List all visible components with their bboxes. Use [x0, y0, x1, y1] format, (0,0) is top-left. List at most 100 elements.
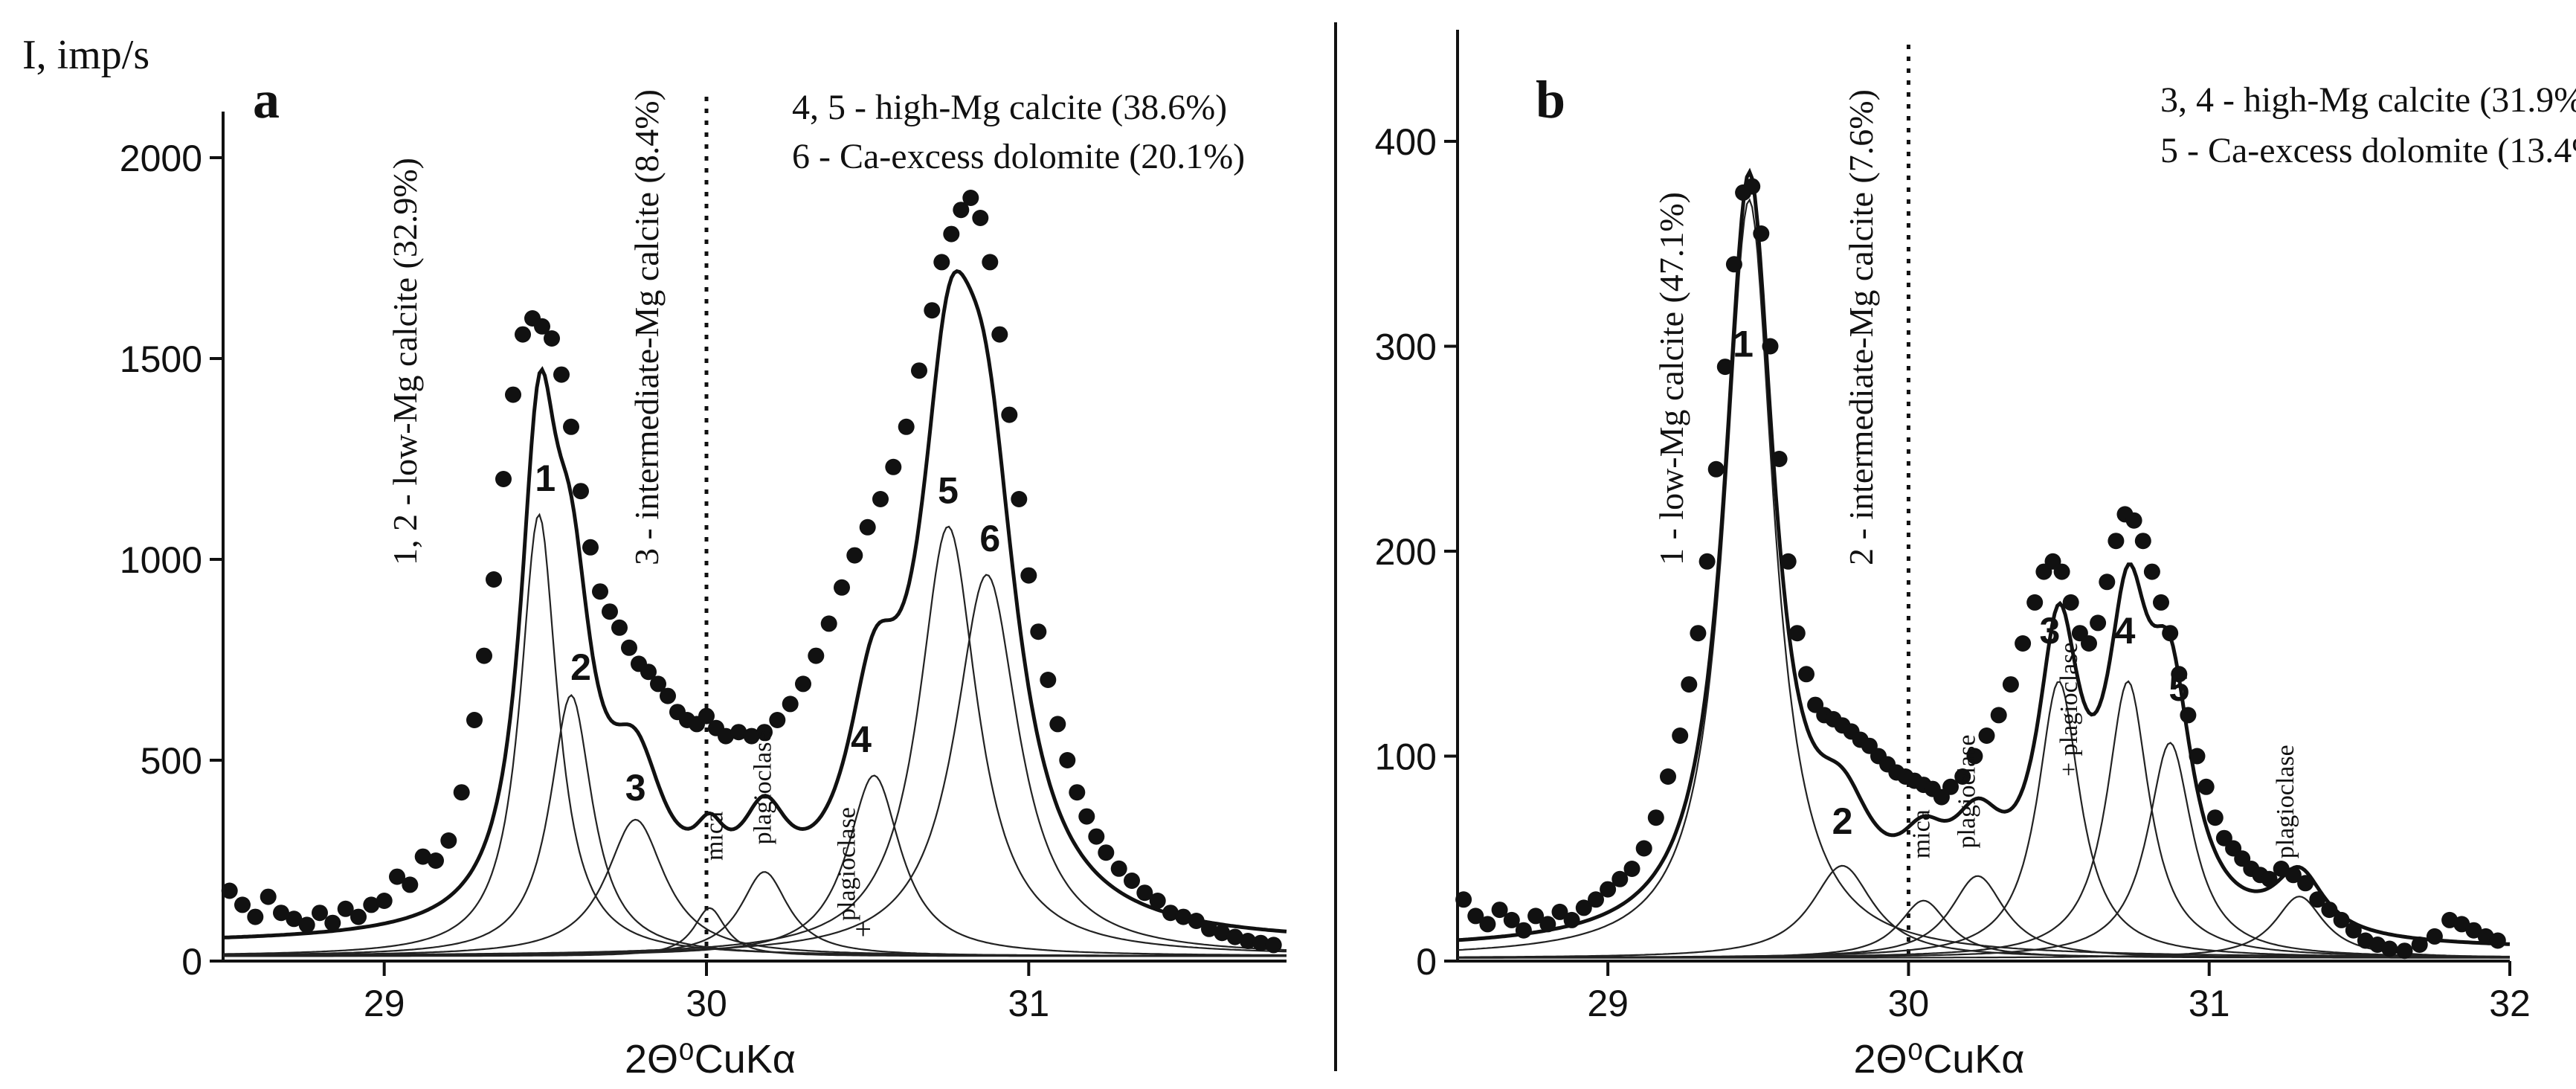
data-point [2143, 563, 2160, 580]
y-tick-label: 1000 [120, 539, 202, 581]
x-tick-label: 30 [686, 983, 727, 1024]
phase-label: + [854, 912, 872, 945]
data-point [718, 727, 734, 745]
data-point [1588, 891, 1604, 908]
data-point [2333, 911, 2350, 928]
data-point [505, 386, 521, 403]
x-axis-title: 2Θ⁰CuKα [625, 1037, 796, 1082]
data-point [2206, 809, 2224, 826]
data-point [885, 458, 902, 475]
data-point [911, 362, 927, 379]
data-point [756, 724, 773, 741]
data-point [1467, 908, 1484, 925]
phase-label: plagioclase [1953, 735, 1980, 849]
data-point [1252, 934, 1269, 951]
data-point [924, 302, 941, 319]
data-point [1978, 727, 1995, 744]
data-point [650, 675, 666, 693]
data-point [544, 330, 560, 347]
data-point [698, 707, 715, 725]
peak-number-label: 4 [851, 719, 872, 760]
data-point [962, 190, 979, 206]
data-point [312, 905, 328, 922]
data-point [1011, 491, 1028, 507]
peak-curve-6 [223, 574, 1287, 957]
data-point [782, 696, 799, 713]
panel-a-chart: 0 500 1000 1500 2000 29 30 31 2Θ⁰CuKα a 1 2 3 4 56 mica… [120, 70, 1287, 1082]
peak-number-label: 5 [2168, 667, 2189, 709]
data-point [2321, 902, 2338, 919]
data-point [1753, 225, 1770, 242]
data-point [846, 547, 863, 564]
data-point [1600, 881, 1617, 898]
data-point [1069, 784, 1086, 801]
phase-label: plagioclase [833, 807, 860, 921]
data-point [582, 539, 599, 556]
data-point [534, 318, 550, 335]
data-point [592, 583, 608, 600]
data-point [1660, 768, 1676, 785]
phase-label: plagioclase [2272, 745, 2299, 858]
data-point [1551, 903, 1568, 920]
data-point [1136, 884, 1153, 902]
data-point [953, 202, 970, 219]
data-point [2197, 778, 2215, 795]
data-point [573, 483, 589, 500]
legend-entry: 5 - Ca-excess dolomite (13.4%) [2160, 131, 2576, 170]
data-point [972, 210, 989, 226]
phase-label: mica [1908, 809, 1936, 858]
data-point [933, 254, 950, 271]
data-point [1623, 861, 1640, 877]
data-point [2381, 940, 2398, 957]
x-tick-label: 31 [1008, 983, 1050, 1024]
data-point [350, 908, 367, 925]
data-point [1479, 916, 1496, 933]
peak-number-label: 6 [979, 518, 1000, 559]
phase-label: + plagioclase [2055, 642, 2083, 777]
data-point [611, 619, 628, 636]
data-point [1240, 933, 1256, 949]
data-point [273, 905, 289, 922]
data-point [1503, 911, 1520, 928]
data-point [495, 471, 512, 487]
data-point [1515, 922, 1532, 939]
data-point [515, 326, 531, 343]
data-point [1001, 406, 1018, 423]
x-tick-label: 29 [364, 983, 405, 1024]
data-point [2053, 563, 2070, 580]
data-point [402, 876, 419, 893]
data-point [563, 418, 579, 435]
data-point [2171, 666, 2188, 683]
data-point [1098, 844, 1115, 861]
phase-group-label: 3 - intermediate-Mg calcite (8.4%) [628, 89, 666, 565]
data-point [834, 579, 850, 596]
data-point [943, 225, 960, 242]
data-point [1124, 873, 1140, 889]
data-point [2465, 922, 2482, 939]
data-point [298, 916, 315, 934]
y-tick-label: 400 [1375, 121, 1437, 163]
data-point [1635, 840, 1652, 857]
peak-number-label: 1 [1733, 323, 1754, 364]
peak-number-label: 3 [625, 767, 646, 809]
data-point [2426, 928, 2443, 945]
data-point [1575, 899, 1592, 916]
data-point [1201, 920, 1217, 937]
data-point [1088, 828, 1105, 845]
phase-label: mica [701, 812, 729, 861]
data-point [476, 647, 492, 664]
data-point [2297, 875, 2314, 892]
data-point [1030, 623, 1047, 640]
peak-number-label: 3 [2040, 610, 2061, 652]
legend-entry: 6 - Ca-excess dolomite (20.1%) [792, 137, 1245, 176]
data-point [1690, 625, 1707, 642]
y-tick-label: 300 [1375, 327, 1437, 368]
data-point [1188, 913, 1205, 929]
data-point [486, 571, 502, 588]
data-point [2134, 533, 2151, 550]
data-point [872, 491, 889, 507]
data-point [2284, 867, 2302, 884]
y-tick-label: 1500 [120, 338, 202, 380]
data-point [1175, 908, 1192, 925]
